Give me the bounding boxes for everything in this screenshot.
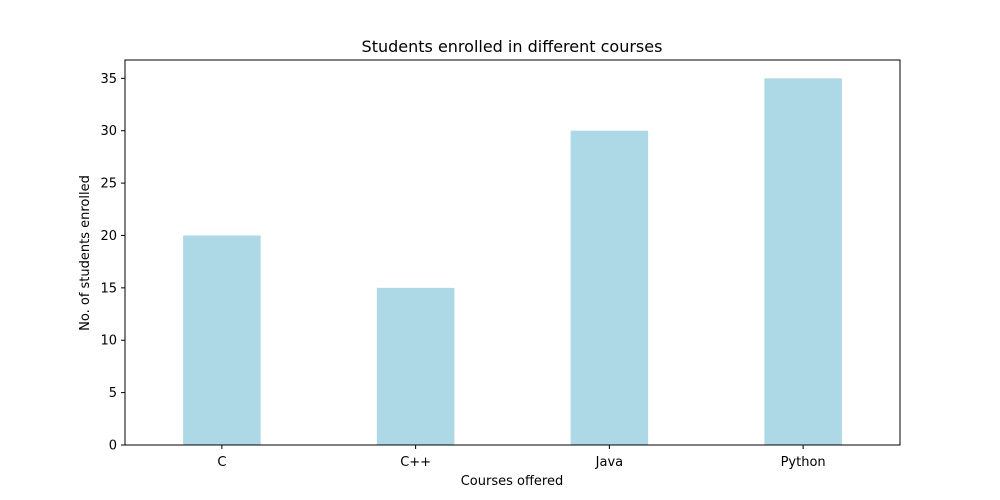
plot-area-frame: [124, 59, 901, 446]
y-tick-label: 25: [100, 177, 117, 192]
x-axis-label: Courses offered: [461, 474, 564, 489]
y-tick-label: 0: [109, 439, 117, 454]
bars-group: [183, 78, 842, 445]
x-tick-label: C: [217, 455, 226, 470]
bar-cplusplus: [376, 287, 455, 445]
x-axis-ticks: C C++ Java Python: [217, 445, 826, 470]
x-tick-label: C++: [400, 455, 431, 470]
y-axis-ticks: 0 5 10 15 20 25 30 35: [100, 72, 125, 454]
y-tick-label: 30: [100, 124, 117, 139]
y-tick-label: 20: [100, 229, 117, 244]
y-axis-label: No. of students enrolled: [78, 175, 93, 331]
y-tick-label: 5: [109, 386, 117, 401]
chart-title: Students enrolled in different courses: [362, 37, 663, 56]
bar-java: [570, 130, 649, 445]
x-tick-label: Python: [781, 455, 826, 470]
x-tick-label: Java: [595, 455, 623, 470]
y-tick-label: 15: [100, 281, 117, 296]
y-tick-label: 35: [100, 72, 117, 87]
bar-python: [764, 78, 842, 445]
y-tick-label: 10: [100, 334, 117, 349]
bar-c: [183, 235, 261, 445]
